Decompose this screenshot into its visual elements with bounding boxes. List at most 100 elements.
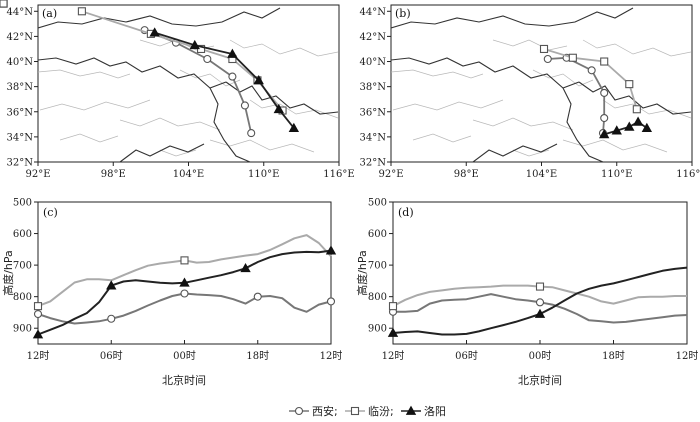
panel-b-marker-xian-4: [600, 113, 609, 123]
panel-d-xlabel: 北京时间: [518, 373, 562, 387]
panel-c-label: (c): [43, 206, 58, 219]
panel-a-map: (a) 92°E 98°E 104°E 110°E 116°E 44°N 42°N 40°N…: [7, 4, 355, 180]
panel-d-y-tick-label-3: 800: [368, 292, 387, 303]
legend-label-linfen: 临汾;: [368, 404, 394, 418]
panel-c-x-tick-label-4: 12时: [320, 350, 343, 362]
panel-d-marker-linfen-12: [535, 282, 545, 291]
panel-a-x-tick-label-0: 92°E: [25, 169, 50, 180]
panel-b-x-tick-label-4: 116°E: [676, 169, 700, 180]
panel-c-ylabel: 高度/hPa: [1, 250, 15, 296]
panel-a-marker-linfen-0: [77, 7, 86, 16]
panel-a-y-tick-label-1: 42°N: [7, 32, 34, 43]
panel-c-x-tick-label-3: 18时: [246, 350, 269, 362]
panel-c-marker-xian-18: [253, 292, 262, 301]
panel-a-x-tick-label-3: 110°E: [248, 169, 279, 180]
legend-marker-xian: [294, 406, 304, 416]
panel-b-province-borders: [391, 39, 692, 157]
panel-b-y-tick-label-2: 40°N: [360, 57, 387, 68]
panel-c-y-tick-label-2: 700: [13, 261, 32, 272]
panel-b-map: (b) 92°E 98°E 104°E 110°E 116°E 44°N 42°N 40°N…: [360, 4, 700, 180]
panel-b-y-tick-label-0: 44°N: [360, 7, 387, 18]
panel-d-y-tick-label-0: 500: [368, 198, 387, 209]
panel-d-label: (d): [398, 206, 414, 219]
panel-a-y-tick-label-5: 34°N: [7, 132, 34, 143]
panel-b-x-tick-label-0: 92°E: [378, 169, 403, 180]
panel-a-y-tick-label-0: 44°N: [7, 7, 34, 18]
legend-label-xian: 西安;: [312, 404, 338, 418]
panel-a-y-ticks: 44°N 42°N 40°N 38°N 36°N 34°N 32°N: [7, 7, 38, 169]
panel-b-frame: [390, 4, 693, 163]
panel-d-marker-linfen-0: [388, 302, 398, 311]
panel-d-y-tick-label-2: 700: [368, 261, 387, 272]
panel-c-y-ticks: 500 600 700 800 900: [13, 198, 38, 335]
panel-a-x-ticks: 92°E 98°E 104°E 110°E 116°E: [25, 162, 355, 180]
panel-a-marker-luoyang-3: [253, 75, 264, 85]
panel-b-x-ticks: 92°E 98°E 104°E 110°E 116°E: [378, 162, 700, 180]
panel-d-marker-linfen-72: [0, 0, 8, 8]
panel-a-x-tick-label-4: 116°E: [323, 169, 354, 180]
panel-b-marker-xian-3: [600, 88, 609, 97]
panel-a-marker-luoyang-1: [189, 39, 200, 50]
panel-c-marker-xian-24: [326, 297, 336, 306]
panel-a-marker-luoyang-2: [227, 48, 238, 58]
panel-b-label: (b): [395, 7, 411, 20]
panel-c-xlabel: 北京时间: [162, 373, 206, 387]
panel-c-marker-luoyang-17: [240, 262, 251, 273]
panel-d-line-chart: (d) 12时 06时 00时 18时 12时 500 600 700 800 900 北京时间…: [0, 0, 698, 387]
panel-c-x-tick-label-2: 00时: [173, 350, 196, 362]
panel-c-x-ticks: 12时 06时 00时 18时 12时: [27, 340, 343, 362]
panel-c-marker-luoyang-12: [179, 277, 190, 287]
panel-c-marker-xian-12: [180, 289, 189, 298]
panel-b-x-tick-label-1: 98°E: [454, 169, 479, 180]
panel-d-frame: [392, 201, 688, 345]
panel-b-marker-luoyang-4: [641, 122, 653, 132]
panel-a-trajectories: [77, 7, 300, 138]
panel-b-y-ticks: 44°N 42°N 40°N 38°N 36°N 34°N 32°N: [360, 7, 391, 169]
panel-a-national-borders: [38, 7, 339, 162]
panel-d-x-tick-label-4: 12时: [676, 350, 699, 362]
legend-item-linfen: 临汾;: [345, 404, 394, 418]
panel-a-y-tick-label-4: 36°N: [7, 107, 34, 118]
panel-d-marker-luoyang-0: [387, 327, 399, 337]
panel-b-marker-luoyang-3: [632, 116, 644, 126]
legend-label-luoyang: 洛阳: [424, 404, 446, 418]
panel-a-marker-xian-5: [247, 129, 256, 138]
legend-item-xian: 西安;: [289, 404, 338, 418]
panel-c-marker-luoyang-0: [32, 329, 44, 339]
panel-b-y-tick-label-1: 42°N: [360, 32, 387, 43]
panel-b-marker-xian-0: [543, 54, 552, 64]
panel-d-series: [0, 0, 688, 337]
panel-d-x-tick-label-0: 12时: [382, 350, 405, 362]
panel-c-y-tick-label-1: 600: [13, 229, 32, 240]
legend-marker-luoyang: [405, 405, 417, 415]
panel-b-marker-linfen-3: [625, 80, 634, 89]
panel-a-marker-xian-2: [203, 54, 212, 64]
panel-c-marker-luoyang-6: [106, 280, 117, 290]
panel-c-frame: [37, 201, 332, 345]
panel-c-marker-linfen-12: [180, 256, 189, 265]
panel-b-y-tick-label-3: 38°N: [360, 82, 387, 93]
panel-a-marker-luoyang-5: [288, 122, 300, 132]
panel-c-marker-xian-0: [33, 309, 43, 319]
panel-a-marker-luoyang-0: [149, 27, 160, 37]
panel-c-x-tick-label-0: 12时: [27, 350, 50, 362]
panel-d-marker-xian-12: [535, 298, 545, 307]
panel-d-x-ticks: 12时 06时 00时 18时 12时: [382, 340, 699, 362]
panel-c-marker-luoyang-24: [325, 245, 337, 255]
panel-c-line-chart: (c) 12时 06时 00时 18时 12时 500 600 700 800 900 北京时间…: [0, 0, 342, 387]
panel-b-marker-luoyang-2: [624, 121, 635, 131]
panel-b-marker-luoyang-1: [611, 125, 622, 135]
panel-c-y-tick-label-4: 900: [13, 324, 32, 335]
panel-c-marker-linfen-0: [33, 302, 43, 311]
panel-b-marker-luoyang-0: [599, 129, 610, 139]
legend-item-luoyang: 洛阳: [401, 404, 446, 418]
panel-d-ylabel: 高度/hPa: [355, 250, 369, 296]
panel-b-marker-linfen-2: [600, 57, 609, 66]
panel-d-x-tick-label-1: 06时: [455, 350, 478, 362]
panel-a-marker-xian-4: [240, 101, 249, 110]
legend-marker-linfen: [350, 406, 360, 416]
panel-d-y-tick-label-1: 600: [368, 229, 387, 240]
panel-d-y-tick-label-4: 900: [368, 324, 387, 335]
panel-a-frame: [37, 4, 340, 163]
